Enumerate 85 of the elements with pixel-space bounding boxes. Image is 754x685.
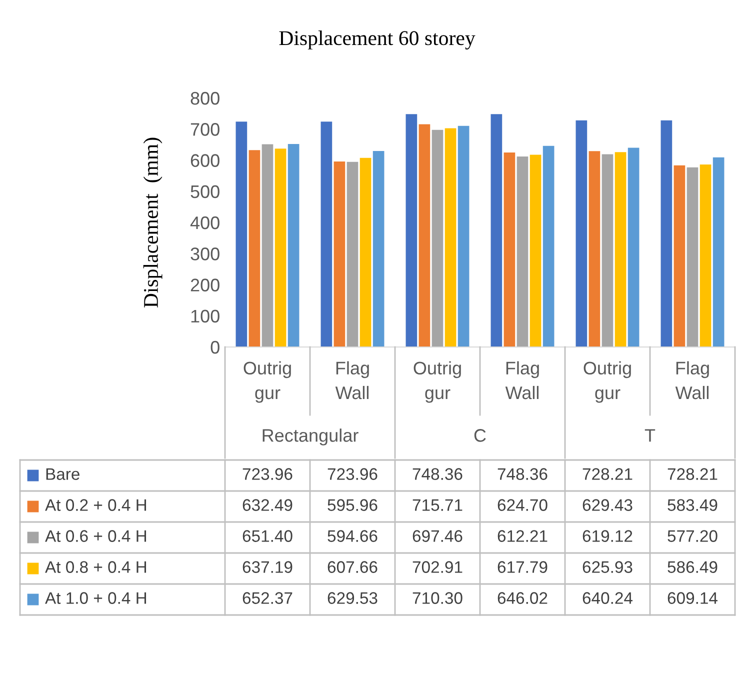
data-label: 728.21 (582, 468, 632, 480)
data-label: 702.91 (412, 561, 462, 573)
bar (504, 152, 516, 347)
data-label: 640.24 (582, 592, 633, 604)
data-label: 595.96 (328, 499, 378, 511)
bar (516, 156, 528, 347)
legend-label: At 0.8 + 0.4 H (45, 561, 146, 573)
y-axis-title: Displacement (mm) (143, 138, 162, 308)
text: T (644, 429, 656, 442)
text: C (474, 429, 486, 442)
bar (262, 144, 274, 347)
data-label: 586.49 (668, 561, 718, 573)
bar (406, 114, 418, 347)
data-label: 612.21 (498, 530, 548, 542)
bar (674, 165, 686, 347)
data-label: 723.96 (242, 468, 292, 480)
data-label: 651.40 (242, 530, 292, 542)
legend-label: At 0.2 + 0.4 H (45, 499, 146, 511)
legend-label: At 0.6 + 0.4 H (45, 530, 146, 542)
y-tick-label: 600 (190, 154, 220, 167)
chart-title: Displacement 60 storey (279, 30, 476, 50)
y-tick-label: 800 (190, 92, 220, 105)
bar (320, 122, 332, 347)
data-label: 710.30 (412, 592, 462, 604)
data-label: 748.36 (412, 468, 462, 480)
y-tick-label: 500 (190, 185, 220, 198)
bar (712, 157, 724, 347)
bar (530, 154, 542, 347)
x-tick-label: Outrig gur (244, 361, 291, 403)
bar (628, 148, 640, 347)
y-tick-label: 400 (190, 216, 220, 230)
y-tick-label: 0 (210, 340, 220, 354)
x-tick-label: Outrig gur (414, 361, 461, 403)
y-tick-label: 200 (190, 278, 220, 292)
data-label: 609.14 (668, 592, 718, 604)
bar (334, 162, 346, 347)
x-tick-label: Flag Wall (505, 361, 539, 400)
bar (444, 128, 456, 347)
data-label: 607.66 (328, 561, 378, 573)
bar (614, 152, 626, 347)
bar (432, 130, 444, 347)
y-tick-label: 700 (190, 123, 220, 136)
bar (372, 151, 384, 347)
data-label: 594.66 (328, 530, 378, 542)
legend-label: At 1.0 + 0.4 H (45, 592, 146, 604)
data-label: 652.37 (242, 592, 292, 604)
bar (576, 120, 588, 347)
bar (458, 126, 470, 347)
text: Rectangular (262, 428, 358, 446)
x-tick-label: Flag Wall (335, 361, 369, 400)
bar (248, 150, 260, 347)
data-label: 715.71 (412, 499, 462, 511)
x-tick-label: Outrig gur (584, 361, 631, 403)
data-label: 646.02 (498, 592, 548, 604)
data-label: 697.46 (412, 530, 462, 542)
bar (490, 114, 502, 347)
bar (236, 122, 248, 347)
bar (588, 151, 600, 347)
data-label: 577.20 (668, 530, 718, 542)
bar (346, 162, 358, 347)
x-tick-label: Flag Wall (675, 361, 709, 400)
data-label: 619.12 (582, 530, 632, 542)
bar (288, 144, 300, 347)
y-tick-label: 100 (191, 310, 220, 323)
bar (360, 158, 372, 347)
data-label: 583.49 (668, 499, 718, 511)
data-label: 728.21 (668, 468, 718, 480)
bar (542, 146, 554, 347)
data-label: 637.19 (242, 561, 292, 573)
bar (274, 148, 286, 347)
data-label: 624.70 (498, 499, 548, 511)
y-tick-label: 300 (190, 248, 220, 260)
bar (700, 164, 712, 347)
bar (418, 124, 430, 347)
data-label: 629.43 (582, 499, 632, 511)
legend-label: Bare (46, 468, 80, 480)
data-label: 629.53 (328, 592, 378, 604)
data-label: 632.49 (242, 499, 292, 511)
bar (660, 120, 672, 347)
bar (602, 154, 614, 347)
data-label: 748.36 (498, 468, 548, 480)
bar (686, 167, 698, 347)
data-label: 617.79 (498, 561, 548, 573)
data-label: 723.96 (328, 468, 378, 480)
data-label: 625.93 (582, 561, 632, 573)
